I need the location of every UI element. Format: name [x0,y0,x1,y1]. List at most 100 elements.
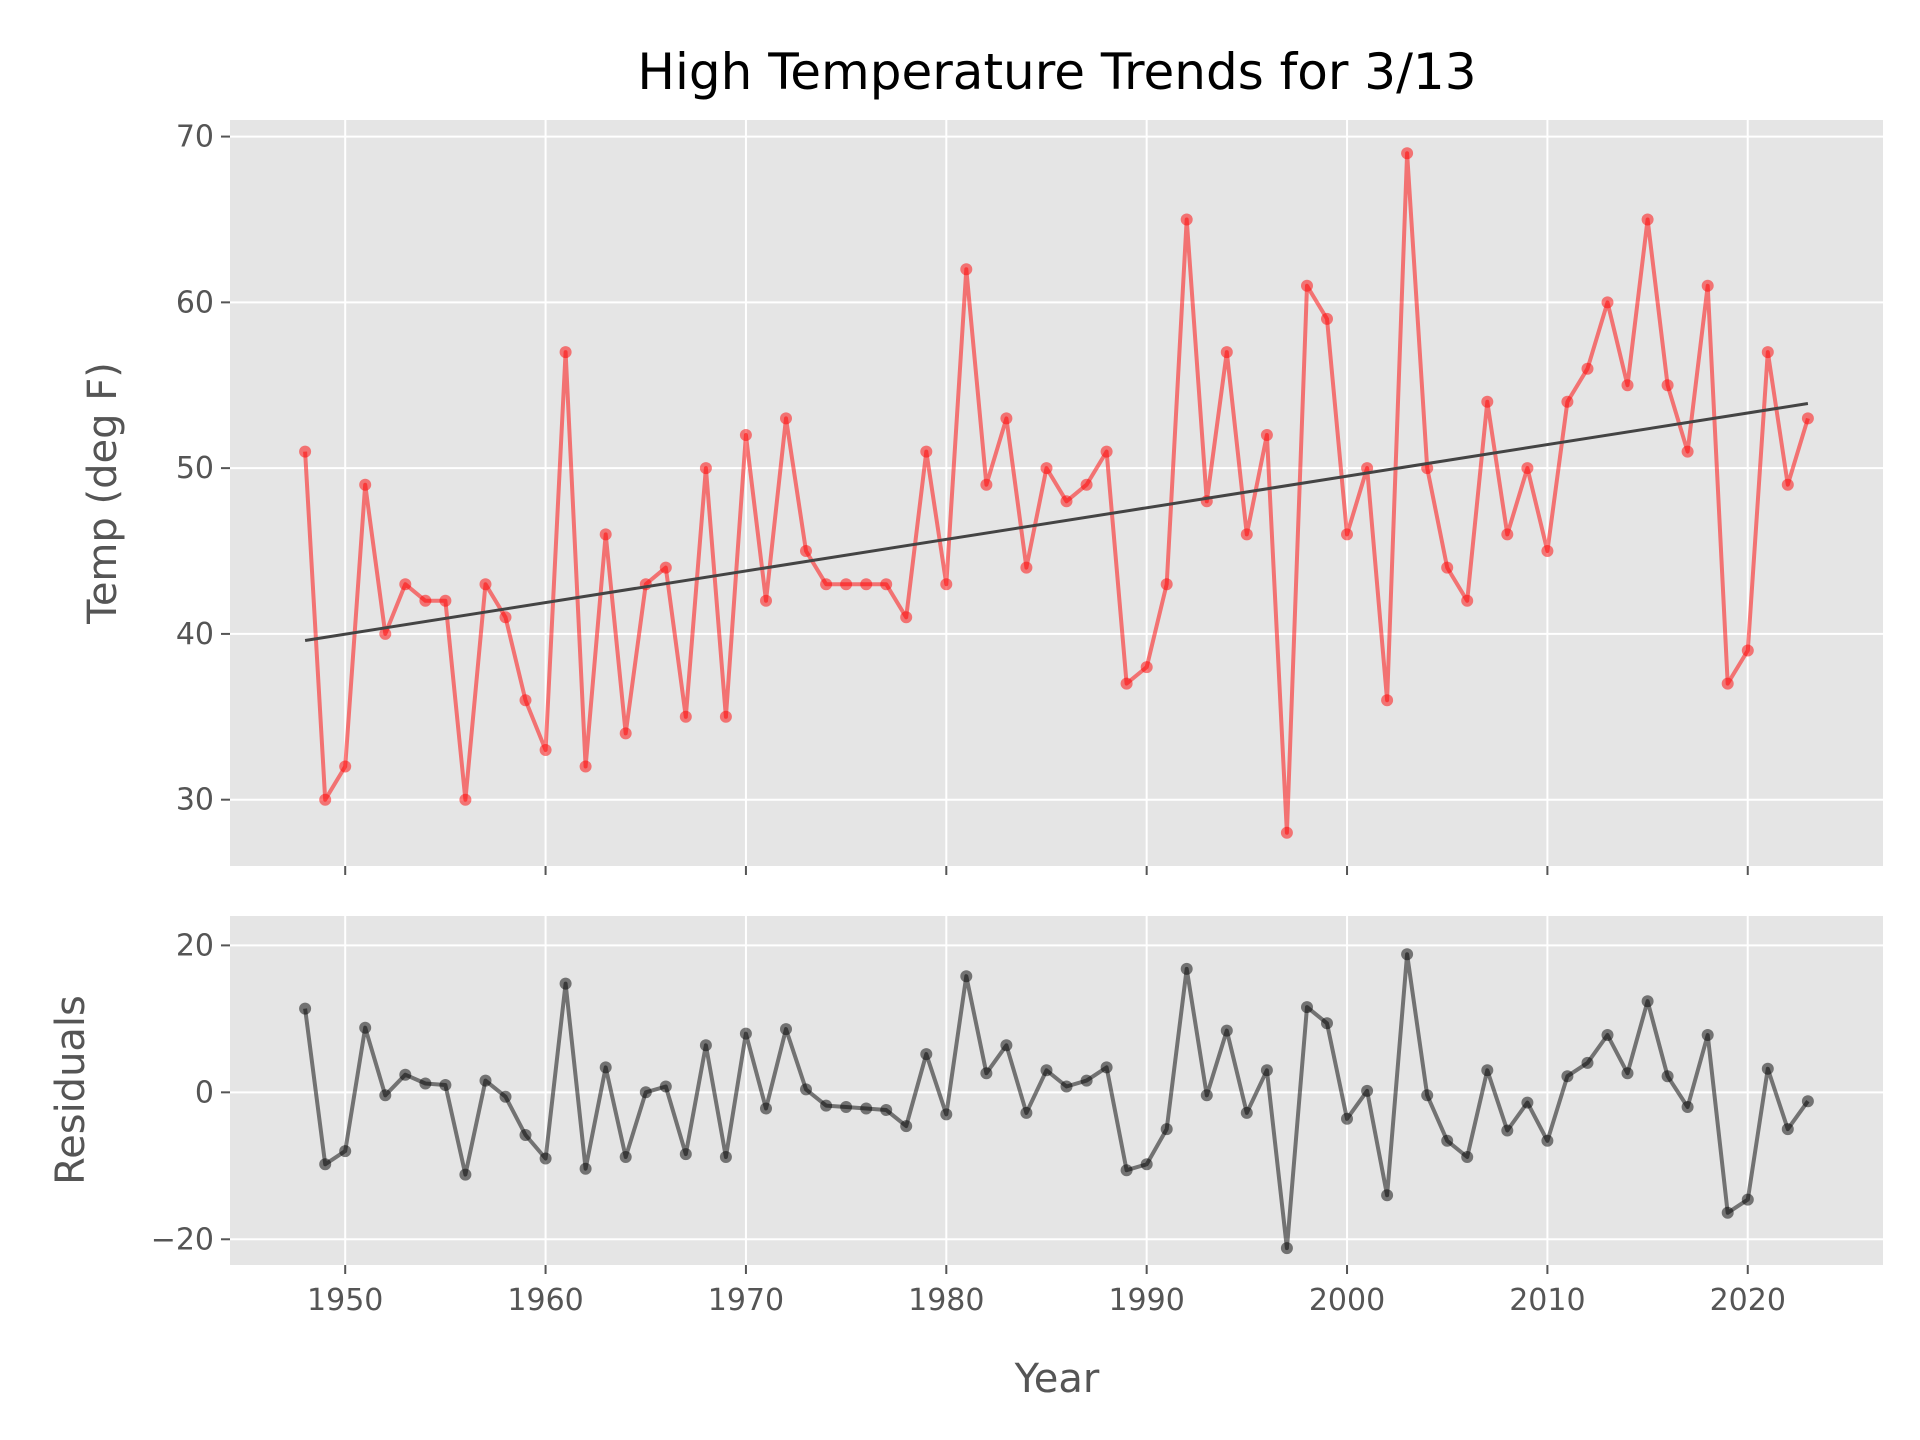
temperature-data-point [1000,412,1013,425]
temperature-trend-line [304,402,1809,642]
temperature-data-point [1220,346,1233,359]
temperature-data-point [1641,213,1654,226]
residuals-series-line [303,952,1810,1251]
residuals-data-point [1100,1061,1113,1074]
temperature-data-point [1040,462,1053,475]
residuals-data-point [940,1108,953,1121]
residuals-data-point [920,1048,933,1061]
residuals-data-point [1260,1064,1273,1077]
residuals-data-point [1581,1056,1594,1069]
temperature-data-point [599,528,612,541]
temperature-data-point [1481,395,1494,408]
residuals-series [299,948,1814,1255]
residuals-data-point [840,1101,853,1113]
temperature-data-point [1461,594,1474,607]
residuals-data-point [1441,1134,1454,1147]
temperature-data-point [1321,312,1333,325]
residuals-data-point [1421,1089,1434,1102]
residuals-data-point [820,1099,833,1112]
temperature-data-point [940,578,953,591]
residuals-data-point [599,1061,612,1074]
temperature-data-point [780,412,792,425]
residuals-data-point [1060,1080,1073,1093]
temperature-data-point [1240,528,1253,541]
residuals-data-point [1461,1151,1474,1163]
temperature-y-tick-label: 30 [176,783,214,818]
x-tick-label: 1960 [507,1283,583,1318]
temperature-series-line [303,151,1810,835]
temperature-data-point [1341,528,1353,541]
residuals-data-point [519,1129,532,1141]
temperature-data-point [1160,578,1173,591]
residuals-data-point [659,1080,672,1093]
residuals-data-point [1741,1193,1754,1206]
residuals-plot-area [230,916,1883,1265]
temperature-data-point [679,710,692,723]
temperature-data-point [659,561,672,574]
temperature-data-point [800,545,812,557]
residuals-data-point [339,1145,352,1158]
temperature-data-point [820,578,833,591]
residuals-data-point [1341,1112,1353,1125]
temperature-y-axis-label: Temp (deg F) [80,362,126,625]
temperature-data-point [1561,395,1574,408]
x-tick-label: 1990 [1108,1283,1184,1318]
residuals-data-point [1361,1084,1374,1097]
temperature-data-point [1060,495,1073,508]
temperature-data-point [1521,462,1534,475]
temperature-data-point [980,478,993,491]
residuals-data-point [1280,1242,1293,1255]
temperature-series [299,147,1814,839]
residuals-data-point [1481,1064,1494,1077]
residuals-data-point [860,1102,873,1115]
temperature-data-point [399,578,412,591]
residuals-data-point [679,1148,692,1161]
residuals-data-point [1601,1029,1614,1041]
temperature-y-tick-label: 40 [176,617,214,652]
x-axis-label: Year [1014,1356,1100,1402]
residuals-data-point [559,977,572,990]
residuals-data-point [1240,1106,1253,1119]
x-tick-label: 2020 [1710,1283,1786,1318]
residuals-data-point [1180,962,1193,975]
temperature-data-point [1401,147,1414,160]
residuals-data-point [1521,1096,1534,1109]
residuals-data-point [1641,995,1654,1008]
temperature-data-point [339,760,352,773]
temperature-data-point [1681,445,1694,458]
x-tick-label: 1980 [908,1283,984,1318]
temperature-data-point [1140,661,1153,674]
residuals-data-point [1000,1039,1013,1052]
temperature-data-point [1020,561,1033,574]
temperature-data-point [499,611,512,624]
temperature-data-point [1260,429,1273,441]
residuals-data-point [699,1039,712,1052]
temperature-data-point [900,611,913,624]
residuals-data-point [319,1158,332,1171]
temperature-data-point [880,578,893,591]
residuals-data-point [579,1162,592,1175]
residuals-data-point [760,1102,772,1115]
temperature-data-point [539,744,552,756]
temperature-data-point [579,760,592,773]
residuals-data-point [800,1083,812,1096]
residuals-data-point [419,1077,432,1090]
temperature-axes: 30 40 50 60 70 [176,120,1749,875]
temperature-data-point [860,578,873,591]
temperature-data-point [379,627,392,640]
residuals-data-point [1120,1164,1133,1177]
residuals-data-point [1080,1074,1093,1087]
residuals-y-tick-label: 20 [176,928,214,963]
temperature-data-point [1541,545,1554,557]
residuals-data-point [1701,1029,1714,1041]
residuals-data-point [980,1067,993,1080]
temperature-data-point [1721,677,1734,690]
residuals-data-point [379,1089,392,1102]
temperature-data-point [1621,379,1634,392]
temperature-data-point [960,263,973,276]
temperature-data-point [1080,478,1093,491]
residuals-data-point [479,1074,492,1087]
temperature-data-point [1781,478,1794,491]
residuals-data-point [399,1068,412,1081]
residuals-data-point [1781,1123,1794,1136]
